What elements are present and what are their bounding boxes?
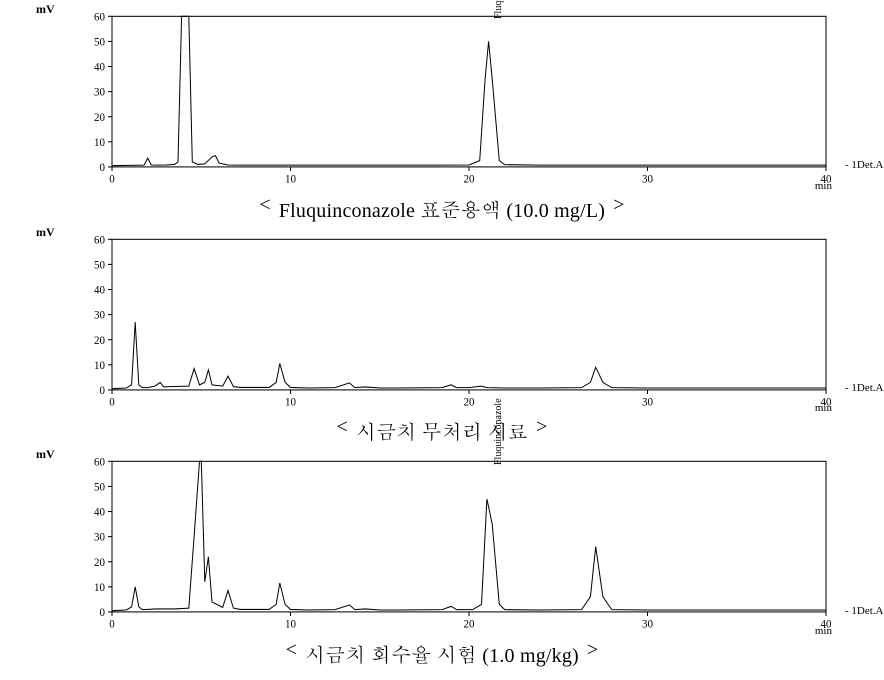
- y-tick-label: 10: [94, 359, 105, 371]
- y-tick-label: 30: [94, 532, 105, 544]
- y-unit-label: mV: [36, 447, 55, 462]
- x-tick-label: 10: [285, 619, 296, 631]
- y-tick-label: 0: [100, 162, 106, 174]
- panel-blank: mV 0102030405060010203040- 1Det.A Ch1min…: [22, 229, 862, 452]
- y-tick-label: 0: [100, 385, 106, 397]
- caption-close: >: [587, 639, 598, 668]
- x-unit-label: min: [815, 402, 832, 414]
- x-tick-label: 30: [642, 396, 653, 408]
- x-unit-label: min: [815, 625, 832, 637]
- y-tick-label: 20: [94, 112, 105, 124]
- y-tick-label: 10: [94, 137, 105, 149]
- caption-text: 시금치 회수율 시험 (1.0 mg/kg): [305, 639, 579, 668]
- y-tick-label: 60: [94, 11, 105, 23]
- chart-blank: mV 0102030405060010203040- 1Det.A Ch1min: [42, 229, 842, 415]
- x-tick-label: 0: [109, 173, 115, 185]
- x-unit-label: min: [815, 180, 832, 192]
- chromatogram-plot: 0102030405060010203040: [42, 229, 842, 415]
- y-tick-label: 40: [94, 507, 105, 519]
- y-unit-label: mV: [36, 225, 55, 240]
- y-unit-label: mV: [36, 2, 55, 17]
- x-tick-label: 0: [109, 619, 115, 631]
- caption-text: Fluquinconazole 표준용액 (10.0 mg/L): [279, 194, 605, 223]
- caption-standard: < Fluquinconazole 표준용액 (10.0 mg/L) >: [259, 194, 624, 223]
- detector-label: - 1Det.A Ch1: [845, 382, 884, 394]
- chart-recovery: mV 0102030405060010203040- 1Det.A Ch1min…: [42, 451, 842, 637]
- y-tick-label: 10: [94, 582, 105, 594]
- caption-recovery: < 시금치 회수율 시험 (1.0 mg/kg) >: [286, 639, 599, 668]
- y-tick-label: 30: [94, 309, 105, 321]
- x-tick-label: 30: [642, 619, 653, 631]
- chromatogram-plot: 0102030405060010203040: [42, 451, 842, 637]
- x-tick-label: 10: [285, 173, 296, 185]
- chromatogram-trace: [112, 16, 826, 165]
- caption-close: >: [613, 194, 624, 223]
- chart-standard: mV 0102030405060010203040- 1Det.A Ch1min…: [42, 6, 842, 192]
- y-tick-label: 0: [100, 607, 106, 619]
- chromatogram-trace: [112, 462, 826, 611]
- panel-standard: mV 0102030405060010203040- 1Det.A Ch1min…: [22, 6, 862, 229]
- chromatogram-trace: [112, 322, 826, 389]
- y-tick-label: 50: [94, 259, 105, 271]
- caption-open: <: [259, 194, 270, 223]
- caption-open: <: [337, 416, 348, 445]
- detector-label: - 1Det.A Ch1: [845, 159, 884, 171]
- x-tick-label: 30: [642, 173, 653, 185]
- x-tick-label: 20: [464, 173, 475, 185]
- y-tick-label: 20: [94, 557, 105, 569]
- panel-recovery: mV 0102030405060010203040- 1Det.A Ch1min…: [22, 451, 862, 674]
- y-tick-label: 40: [94, 284, 105, 296]
- y-tick-label: 50: [94, 36, 105, 48]
- caption-close: >: [536, 416, 547, 445]
- caption-blank: < 시금치 무처리 시료 >: [337, 416, 548, 445]
- x-tick-label: 20: [464, 619, 475, 631]
- x-tick-label: 0: [109, 396, 115, 408]
- peak-label: Fluquinconazole: [493, 398, 504, 465]
- peak-label: Fluquinconazole: [493, 0, 504, 19]
- x-tick-label: 10: [285, 396, 296, 408]
- caption-open: <: [286, 639, 297, 668]
- y-tick-label: 60: [94, 457, 105, 469]
- y-tick-label: 30: [94, 87, 105, 99]
- y-tick-label: 20: [94, 334, 105, 346]
- x-tick-label: 20: [464, 396, 475, 408]
- y-tick-label: 60: [94, 234, 105, 246]
- chromatogram-plot: 0102030405060010203040: [42, 6, 842, 192]
- y-tick-label: 50: [94, 482, 105, 494]
- detector-label: - 1Det.A Ch1: [845, 605, 884, 617]
- y-tick-label: 40: [94, 62, 105, 74]
